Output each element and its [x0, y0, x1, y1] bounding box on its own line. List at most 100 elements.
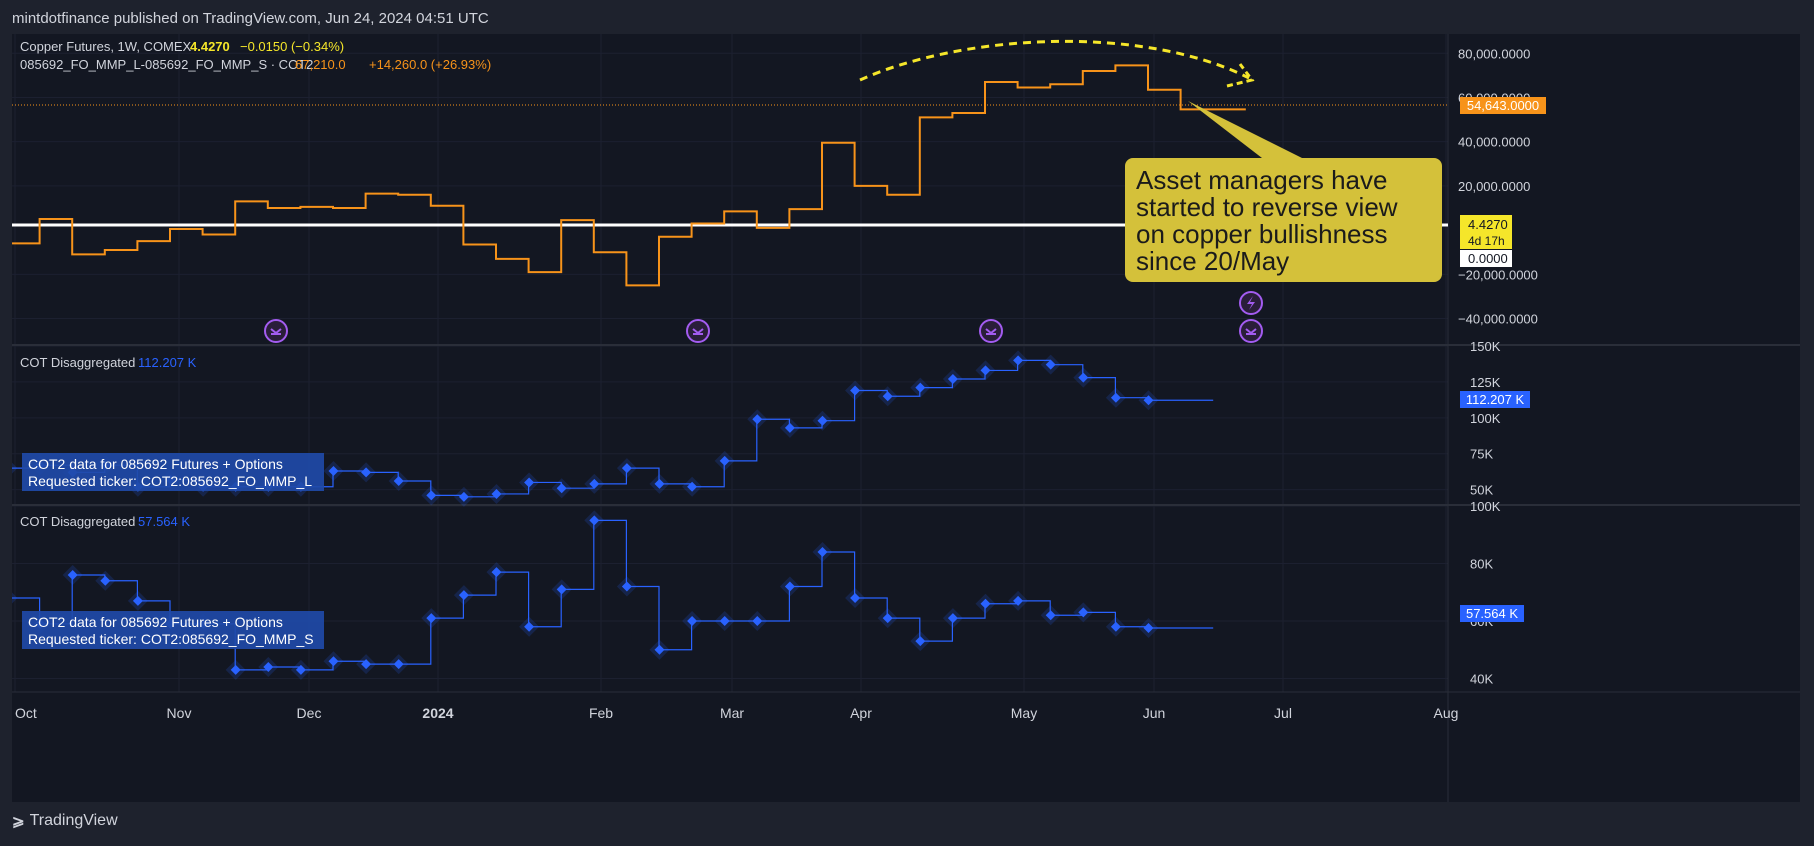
dividend-event-icon[interactable] — [686, 319, 710, 343]
pane-point[interactable] — [980, 598, 991, 609]
main-symbol[interactable]: Copper Futures, 1W, COMEX — [20, 39, 192, 54]
cot-change: +14,260.0 (+26.93%) — [369, 57, 491, 72]
pane-point[interactable] — [947, 374, 958, 385]
pane-point[interactable] — [426, 613, 437, 624]
annotation-line-2: started to reverse view — [1136, 192, 1398, 222]
footer: ⩾ TradingView — [12, 812, 118, 830]
pane-point[interactable] — [980, 365, 991, 376]
y-axis-ticks: 80,000.000060,000.000040,000.000020,000.… — [1458, 46, 1538, 686]
footer-brand[interactable]: TradingView — [29, 812, 118, 829]
pane-point[interactable] — [1013, 355, 1024, 366]
pane-point[interactable] — [589, 478, 600, 489]
pane-point[interactable] — [1045, 359, 1056, 370]
pane-point[interactable] — [100, 575, 111, 586]
pane-point[interactable] — [524, 477, 535, 488]
pane3-info-box: COT2 data for 085692 Futures + Options R… — [22, 611, 324, 649]
pane-point[interactable] — [947, 613, 958, 624]
pane-point[interactable] — [1110, 392, 1121, 403]
pane2-title[interactable]: COT Disaggregated — [20, 355, 135, 370]
pane-point[interactable] — [426, 490, 437, 501]
zero-tag-text: 0.0000 — [1468, 251, 1508, 266]
pane-point[interactable] — [491, 567, 502, 578]
pane-point[interactable] — [687, 481, 698, 492]
pane-point[interactable] — [328, 656, 339, 667]
pane-point[interactable] — [719, 455, 730, 466]
lightning-event-icon[interactable] — [1239, 291, 1263, 315]
pane-point[interactable] — [621, 463, 632, 474]
pane-point[interactable] — [458, 491, 469, 502]
chart-svg[interactable]: 80,000.000060,000.000040,000.000020,000.… — [0, 34, 1800, 802]
pane-point[interactable] — [1013, 595, 1024, 606]
publish-header: mintdotfinance published on TradingView.… — [0, 0, 1814, 34]
pane-point[interactable] — [1045, 610, 1056, 621]
pane-point[interactable] — [752, 616, 763, 626]
pane-point[interactable] — [1078, 372, 1089, 383]
cot-symbol[interactable]: 085692_FO_MMP_L-085692_FO_MMP_S · COT2 — [20, 57, 313, 72]
pane-point[interactable] — [556, 483, 567, 494]
pane-point[interactable] — [458, 590, 469, 601]
pane-point[interactable] — [361, 659, 372, 670]
pane-point[interactable] — [621, 581, 632, 592]
event-markers[interactable] — [264, 291, 1263, 343]
pane-point[interactable] — [132, 595, 143, 606]
pane-point[interactable] — [850, 593, 861, 603]
y-tick-label: 75K — [1470, 447, 1493, 462]
pane2-info-line1: COT2 data for 085692 Futures + Options — [28, 456, 283, 472]
cot-last-tag: 54,643.0000 — [1460, 97, 1546, 114]
pane3-title[interactable]: COT Disaggregated — [20, 514, 135, 529]
pane-point[interactable] — [556, 584, 567, 595]
pane-point[interactable] — [230, 664, 241, 675]
pane-point[interactable] — [654, 478, 665, 489]
price-tag: 4.4270 4d 17h — [1460, 215, 1512, 249]
pane-point[interactable] — [784, 422, 795, 433]
pane-point[interactable] — [687, 616, 698, 626]
y-tick-label: 40K — [1470, 672, 1493, 687]
pane-point[interactable] — [719, 616, 730, 626]
cot-value: 67,210.0 — [295, 57, 346, 72]
y-tick-label: 100K — [1470, 411, 1501, 426]
pane-point[interactable] — [915, 636, 926, 647]
pane-point[interactable] — [361, 467, 372, 478]
pane-point[interactable] — [850, 385, 861, 396]
pane-point[interactable] — [589, 515, 600, 526]
pane-point[interactable] — [1110, 621, 1121, 632]
pane3-info-line2: Requested ticker: COT2:085692_FO_MMP_S — [28, 631, 314, 647]
pane-point[interactable] — [393, 659, 404, 670]
pane-point[interactable] — [393, 476, 404, 487]
pane-point[interactable] — [784, 581, 795, 592]
pane-point[interactable] — [328, 465, 339, 476]
y-tick-label: −40,000.0000 — [1458, 312, 1538, 327]
pane-point[interactable] — [263, 662, 274, 672]
x-tick-label: May — [1011, 705, 1037, 721]
pane-point[interactable] — [67, 570, 78, 580]
x-tick-label: Jul — [1274, 705, 1292, 721]
dividend-event-icon[interactable] — [264, 319, 288, 343]
pane-point[interactable] — [752, 414, 763, 425]
y-tick-label: 100K — [1470, 499, 1501, 514]
annotation-callout[interactable]: Asset managers have started to reverse v… — [1125, 101, 1442, 282]
pane3-last-tag-text: 57.564 K — [1466, 606, 1518, 621]
main-change: −0.0150 (−0.34%) — [240, 39, 344, 54]
pane3-series — [0, 510, 1214, 680]
pane-point[interactable] — [817, 547, 828, 557]
x-tick-label: Dec — [297, 705, 322, 721]
dashed-arc-arrow[interactable] — [859, 39, 1255, 88]
dividend-event-icon[interactable] — [979, 319, 1003, 343]
y-tick-label: 125K — [1470, 375, 1501, 390]
pane-point[interactable] — [1078, 607, 1089, 618]
pane-point[interactable] — [915, 382, 926, 393]
pane-point[interactable] — [1143, 623, 1154, 634]
pane2-last-tag-text: 112.207 K — [1466, 392, 1525, 407]
pane-point[interactable] — [524, 621, 535, 632]
y-tick-label: −20,000.0000 — [1458, 267, 1538, 282]
pane-point[interactable] — [817, 415, 828, 426]
pane-point[interactable] — [1143, 395, 1154, 406]
pane-point[interactable] — [882, 391, 893, 402]
pane-point[interactable] — [654, 644, 665, 655]
pane-point[interactable] — [491, 488, 502, 499]
chart-area[interactable]: 80,000.000060,000.000040,000.000020,000.… — [0, 34, 1800, 802]
dividend-event-icon[interactable] — [1239, 319, 1263, 343]
pane-point[interactable] — [882, 613, 893, 624]
pane-point[interactable] — [295, 664, 306, 675]
pane3-value: 57.564 K — [138, 514, 190, 529]
